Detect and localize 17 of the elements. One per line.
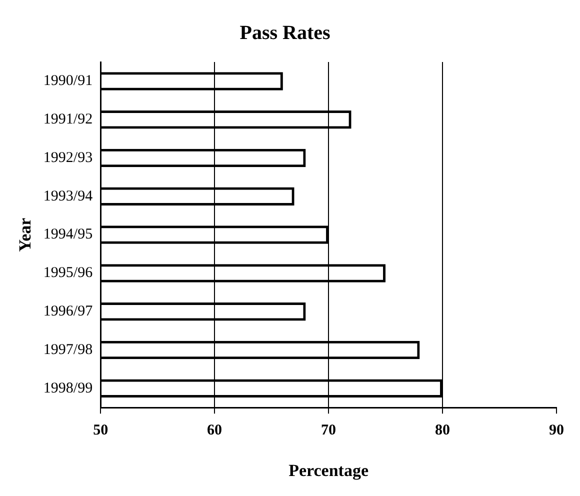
y-tick-label: 1997/98 (43, 342, 93, 358)
x-axis-title: Percentage (288, 461, 369, 480)
y-tick-label: 1991/92 (43, 112, 93, 128)
y-tick-label: 1993/94 (43, 188, 94, 204)
chart-title: Pass Rates (240, 22, 330, 44)
y-tick-label: 1995/96 (43, 265, 94, 282)
x-tick-label: 70 (321, 422, 336, 438)
y-axis-title: Year (16, 217, 35, 252)
y-tick-label: 1994/95 (43, 226, 93, 243)
x-tick-label: 50 (93, 422, 108, 438)
x-tick-label: 90 (549, 422, 564, 438)
y-tick-label: 1990/91 (43, 73, 93, 90)
y-tick-label: 1996/97 (43, 304, 94, 320)
y-tick-label: 1998/99 (43, 380, 93, 396)
y-tick-label: 1992/93 (43, 150, 93, 166)
x-tick-label: 60 (207, 422, 222, 438)
x-tick-label: 80 (435, 422, 450, 438)
